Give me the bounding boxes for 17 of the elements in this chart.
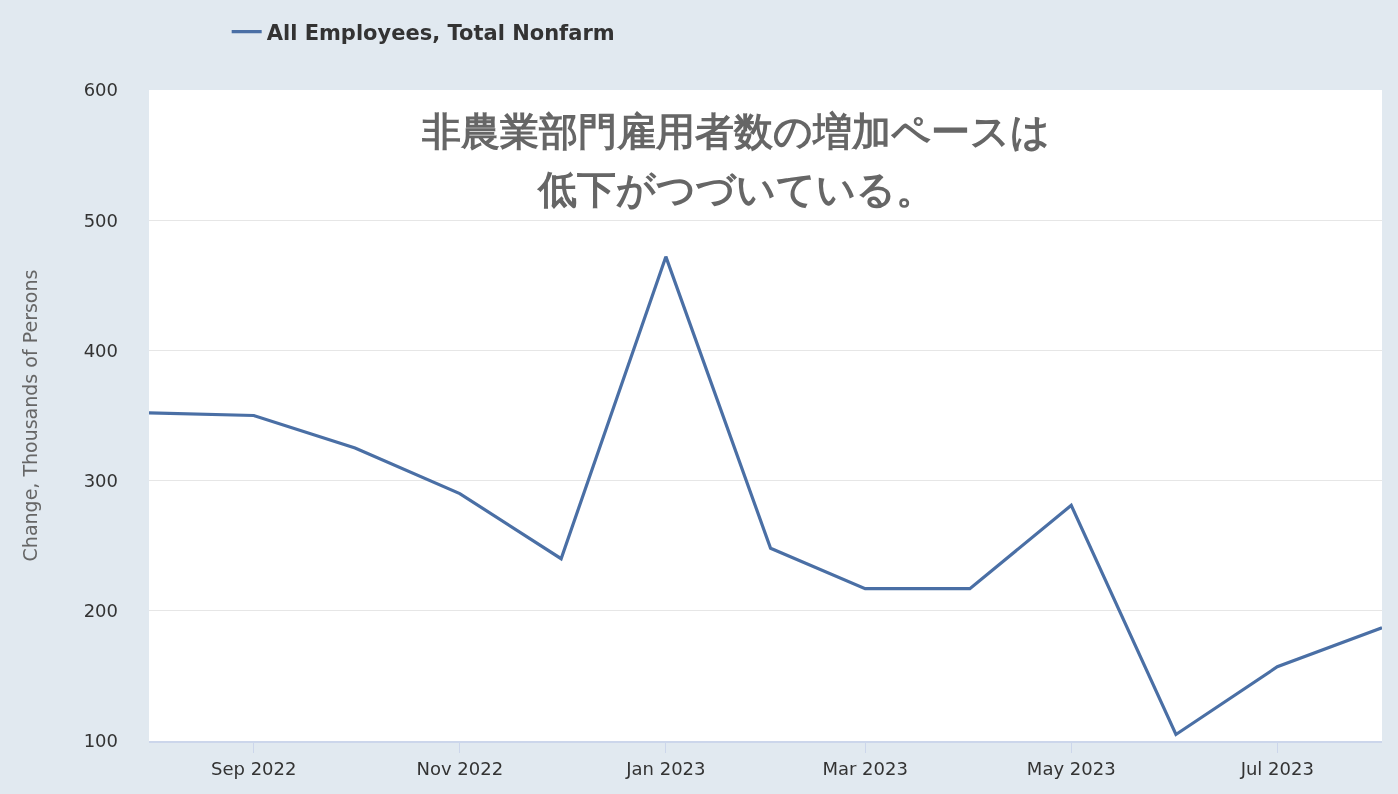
- y-tick-label: 200: [83, 600, 118, 622]
- y-axis-title: Change, Thousands of Persons: [19, 269, 42, 562]
- y-tick-label: 100: [83, 730, 118, 752]
- text: 非農業部門雇用者数の増加ペースは: [421, 109, 1050, 154]
- y-tick-label: 400: [83, 339, 118, 361]
- x-tick-label: Sep 2022: [210, 757, 297, 779]
- y-tick-label: 600: [83, 79, 118, 101]
- y-tick-label: 300: [83, 469, 118, 491]
- x-tick-label: Mar 2023: [822, 757, 908, 779]
- y-tick-label: 500: [83, 209, 118, 231]
- x-tick-label: May 2023: [1026, 757, 1116, 779]
- x-tick-label: Jan 2023: [625, 757, 706, 779]
- x-tick-label: Jul 2023: [1239, 757, 1314, 779]
- line-series: [149, 255, 1382, 737]
- text: 低下がつづいている。: [536, 167, 935, 212]
- x-tick-label: Nov 2022: [416, 757, 504, 779]
- legend-label: All Employees, Total Nonfarm: [266, 20, 615, 45]
